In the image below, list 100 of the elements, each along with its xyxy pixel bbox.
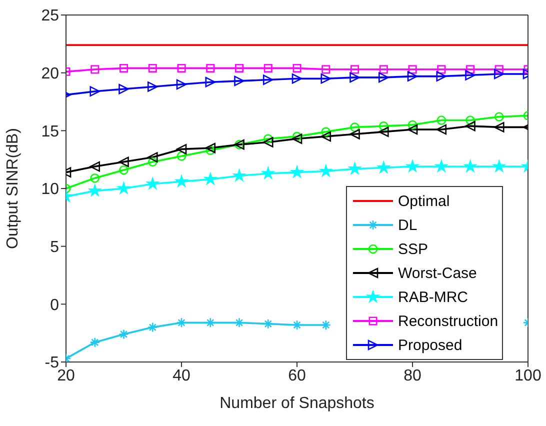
point xyxy=(436,160,448,172)
y-tick-label: 15 xyxy=(41,123,60,140)
point xyxy=(320,73,332,84)
point xyxy=(379,65,388,74)
point xyxy=(348,162,361,174)
point xyxy=(466,116,475,125)
point xyxy=(90,86,100,96)
x-axis-title: Number of Snapshots xyxy=(220,395,374,412)
y-tick-label: 25 xyxy=(41,8,60,25)
point xyxy=(147,82,158,92)
legend-label: Proposed xyxy=(398,336,462,354)
y-tick-label: 10 xyxy=(41,181,60,198)
point xyxy=(177,64,186,72)
legend-label: Optimal xyxy=(398,192,450,210)
point xyxy=(407,71,418,82)
point xyxy=(320,131,332,142)
point xyxy=(291,166,303,178)
point xyxy=(436,116,446,125)
point xyxy=(350,122,360,132)
point xyxy=(494,65,504,74)
point xyxy=(436,71,447,82)
point xyxy=(90,161,100,172)
y-tick-label: 5 xyxy=(50,239,60,256)
point xyxy=(146,178,158,189)
point xyxy=(408,65,417,74)
point xyxy=(464,160,476,172)
point xyxy=(292,64,302,72)
point xyxy=(235,64,244,72)
point xyxy=(262,137,274,148)
point xyxy=(176,144,187,154)
point xyxy=(148,64,157,72)
legend-label: SSP xyxy=(398,240,428,258)
point xyxy=(206,146,216,155)
legend-label: Reconstruction xyxy=(398,312,498,330)
y-tick-label: 20 xyxy=(41,66,60,83)
point xyxy=(234,318,244,328)
point xyxy=(292,134,302,144)
point xyxy=(292,132,302,142)
point xyxy=(378,72,389,83)
x-tick-label: 80 xyxy=(404,367,422,384)
point xyxy=(263,134,273,144)
point xyxy=(90,65,100,74)
x-tick-label: 100 xyxy=(514,367,542,384)
point xyxy=(176,79,187,90)
point xyxy=(90,173,100,183)
legend-label: Worst-Case xyxy=(398,264,477,282)
point xyxy=(262,167,274,178)
point xyxy=(233,170,246,181)
point xyxy=(320,165,332,176)
point xyxy=(148,157,158,167)
point xyxy=(176,318,187,328)
point xyxy=(262,74,274,85)
point xyxy=(176,176,188,187)
point xyxy=(465,70,476,80)
point xyxy=(378,121,388,131)
point xyxy=(350,72,360,83)
point xyxy=(466,65,474,74)
x-tick-label: 60 xyxy=(288,367,306,384)
point xyxy=(118,329,129,340)
point xyxy=(494,68,504,80)
point xyxy=(118,156,129,168)
y-tick-label: -5 xyxy=(44,354,60,372)
point xyxy=(206,64,215,72)
point xyxy=(350,128,360,140)
point xyxy=(89,184,101,196)
y-axis-title: Output SINR(dB) xyxy=(4,128,22,249)
point xyxy=(119,165,128,175)
point xyxy=(118,84,129,94)
point xyxy=(494,122,504,132)
point xyxy=(378,126,389,137)
point xyxy=(234,76,244,86)
point xyxy=(90,337,100,348)
point xyxy=(205,142,216,154)
point xyxy=(321,127,331,136)
point xyxy=(494,112,504,122)
x-tick-label: 40 xyxy=(172,367,190,384)
point xyxy=(292,73,302,84)
point xyxy=(147,152,158,162)
point xyxy=(350,65,359,74)
point xyxy=(264,64,272,72)
point xyxy=(406,160,418,172)
point xyxy=(204,173,216,184)
point xyxy=(407,124,418,135)
point xyxy=(176,151,186,161)
point xyxy=(320,320,332,330)
point xyxy=(408,120,418,130)
point xyxy=(437,65,446,74)
point xyxy=(292,320,302,330)
point xyxy=(436,124,447,135)
point xyxy=(147,322,158,332)
point xyxy=(118,182,130,194)
point xyxy=(378,162,390,173)
point xyxy=(205,76,216,88)
point xyxy=(322,65,330,74)
point xyxy=(493,160,505,172)
y-tick-label: 0 xyxy=(50,296,60,314)
legend-label: DL xyxy=(398,216,418,234)
point xyxy=(465,120,476,132)
legend-label: RAB-MRC xyxy=(398,288,468,306)
point xyxy=(120,64,128,72)
